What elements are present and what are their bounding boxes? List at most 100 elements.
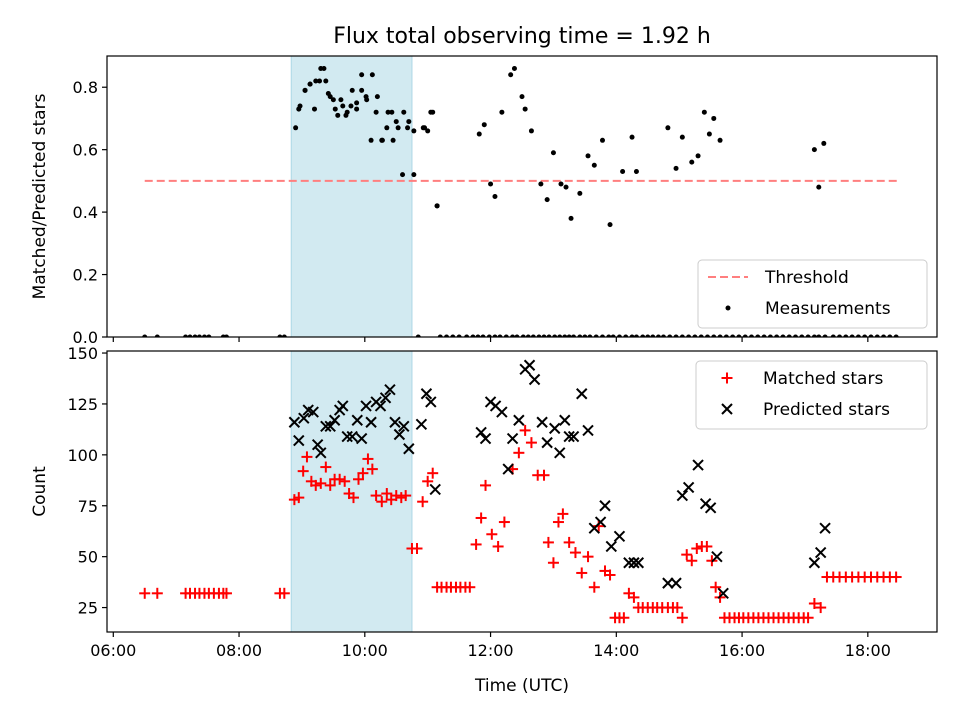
measurement-point [528, 128, 534, 134]
measurement-point [881, 334, 887, 337]
predicted-marker [559, 414, 571, 426]
matched-marker [552, 516, 564, 528]
predicted-marker [548, 422, 561, 435]
predicted-marker [293, 434, 305, 447]
predicted-marker [341, 430, 353, 443]
measurement-point [711, 334, 717, 337]
measurement-point [302, 87, 308, 93]
legend: Threshold Measurements [697, 259, 928, 329]
matched-marker [710, 581, 722, 593]
measurement-point [368, 137, 374, 143]
axes-frame [106, 350, 938, 633]
predicted-marker [360, 400, 372, 412]
measurement-point [606, 334, 612, 337]
matched-marker [293, 492, 305, 504]
measurement-point [335, 112, 341, 118]
predicted-marker [594, 516, 607, 528]
measurement-point [665, 125, 671, 131]
measurement-point [330, 97, 336, 103]
measurement-point [587, 334, 593, 337]
measurement-point [679, 334, 685, 337]
predicted-marker [576, 388, 588, 400]
measurement-point [593, 334, 599, 337]
matched-marker [681, 549, 693, 561]
matched-marker [671, 602, 683, 614]
measurement-point [577, 334, 583, 337]
predicted-marker [563, 430, 575, 443]
measurement-point [655, 334, 661, 337]
matched-marker [324, 479, 336, 491]
matched-marker [334, 473, 346, 485]
measurement-point [607, 222, 613, 228]
measurement-point [486, 334, 492, 337]
measurement-point [508, 72, 514, 78]
legend-measurement-label: Measurements [765, 299, 891, 319]
predicted-marker [328, 414, 341, 426]
measurement-point [701, 109, 707, 115]
measurement-point [187, 334, 193, 337]
measurement-point [363, 94, 369, 100]
matched-marker [519, 424, 531, 436]
matched-marker [366, 463, 378, 475]
measurement-point [434, 203, 440, 209]
predicted-marker [808, 557, 821, 569]
predicted-marker [814, 546, 827, 559]
matched-marker [628, 591, 640, 603]
predicted-marker [536, 416, 548, 428]
measurement-point [698, 334, 704, 337]
matched-marker [347, 492, 359, 504]
measurement-point [849, 334, 855, 337]
measurement-point [616, 334, 622, 337]
measurement-point [582, 334, 588, 337]
measurement-point [379, 137, 385, 143]
predicted-marker [513, 414, 525, 426]
measurement-point [492, 194, 498, 199]
matched-marker [278, 587, 290, 599]
y-tick-label: 0.6 [73, 141, 98, 160]
predicted-marker [662, 577, 674, 589]
matched-marker [686, 555, 698, 567]
predicted-marker [346, 430, 358, 443]
measurement-point [546, 334, 552, 337]
x-axis-label: Time (UTC) [474, 676, 569, 696]
measurement-point [349, 87, 355, 93]
matched-marker [370, 490, 382, 502]
measurement-point [374, 94, 380, 100]
measurement-point [749, 334, 755, 337]
measurement-point [313, 78, 319, 84]
matched-marker [815, 602, 827, 614]
x-tick-label: 10:00 [342, 641, 388, 660]
matched-marker [525, 437, 537, 449]
measurement-point [503, 334, 509, 337]
measurement-point [470, 334, 476, 337]
measurement-point [296, 106, 302, 112]
y-tick-label: 75 [78, 497, 98, 516]
predicted-marker [717, 587, 729, 600]
y-tick-label: 25 [78, 599, 98, 618]
x-tick-label: 08:00 [216, 641, 262, 660]
matched-marker [513, 447, 525, 459]
predicted-marker [374, 400, 387, 412]
measurement-point [348, 103, 354, 109]
predicted-marker [429, 483, 441, 496]
measurement-point [563, 184, 569, 190]
measurement-point [538, 181, 544, 187]
measurement-point [633, 169, 639, 175]
measurement-point [400, 172, 406, 178]
predicted-marker [475, 426, 487, 439]
measurement-point [456, 334, 462, 337]
predicted-marker [384, 383, 396, 396]
matched-marker [297, 465, 309, 477]
measurement-point [558, 181, 564, 187]
predicted-marker [541, 436, 553, 449]
measurement-point [321, 65, 327, 71]
measurement-point [862, 334, 868, 337]
measurement-point [673, 165, 679, 171]
measurement-point [706, 131, 712, 137]
measurement-point [717, 137, 723, 143]
predicted-marker [567, 430, 580, 443]
matched-marker [588, 581, 600, 593]
measurement-point [816, 184, 822, 190]
measurement-point [874, 334, 880, 337]
measurement-point [786, 334, 792, 337]
